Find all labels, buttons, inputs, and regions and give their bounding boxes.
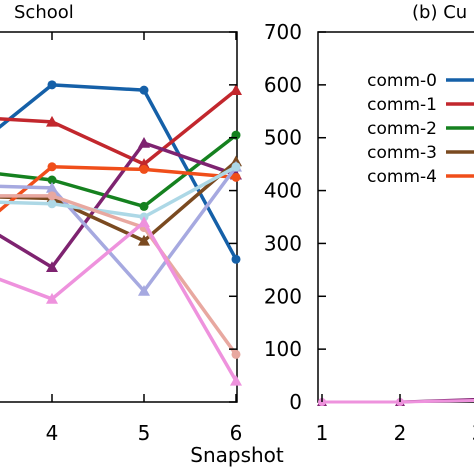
data-point [231, 162, 241, 172]
x-tick-label-cu: 2 [394, 421, 407, 445]
data-point [46, 115, 58, 127]
y-tick-label: 0 [289, 390, 302, 414]
data-point [138, 216, 150, 228]
series-line-3 [0, 141, 237, 269]
data-point [47, 191, 57, 201]
x-axis-label: Snapshot [190, 443, 284, 467]
series-line-9 [0, 220, 238, 382]
x-tick-label: 6 [230, 421, 243, 445]
y-tick-label: 100 [264, 337, 302, 361]
series-line-1 [0, 88, 238, 166]
panel-school: School 4 5 6 700 600 500 400 300 200 100 0 Snapsh… [0, 2, 326, 467]
series-group-cu [317, 397, 474, 406]
legend-label: comm-1 [367, 95, 437, 115]
x-tick-label-cu: 3 [472, 421, 474, 445]
data-point [138, 234, 150, 246]
data-point [139, 164, 149, 174]
legend-cu: comm-0 comm-1 comm-2 comm-3 comm-4 [367, 71, 474, 187]
panel-cu: (b) Cu 123 comm-0comm-1comm-2comm-3comm-… [316, 2, 474, 445]
y-tick-label: 500 [264, 126, 302, 150]
chart-title-cu: (b) Cu [412, 2, 467, 23]
data-point [47, 162, 57, 172]
series-line-0 [0, 83, 238, 261]
data-point [139, 201, 149, 211]
data-point [231, 172, 241, 182]
data-point [47, 175, 57, 185]
plot-frame-school [0, 31, 238, 403]
data-point [46, 292, 58, 304]
data-point [47, 199, 57, 209]
x-ticks-school: 4 5 6 [46, 32, 243, 445]
data-point [230, 84, 242, 95]
data-point [138, 137, 150, 148]
y-tick-label: 400 [264, 179, 302, 203]
x-ticks-cu: 1 2 3 [316, 394, 474, 445]
series-group-school [0, 80, 242, 386]
y-tick-label: 200 [264, 284, 302, 308]
series-line-2 [0, 133, 238, 209]
y-tick-label: 300 [264, 231, 302, 255]
series-line-cu-1 [322, 398, 474, 404]
x-tick-label: 4 [46, 421, 59, 445]
x-tick-label-cu: 1 [316, 421, 329, 445]
series-line-5 [0, 165, 237, 213]
series-line-6 [0, 165, 238, 293]
data-point [46, 181, 58, 193]
series-line-8 [0, 194, 238, 356]
data-point [47, 80, 57, 90]
x-tick-label: 5 [138, 421, 151, 445]
chart-title-school: School [14, 2, 74, 23]
data-point [46, 261, 58, 273]
legend-label: comm-0 [367, 71, 437, 91]
data-point [139, 85, 149, 95]
data-point [138, 285, 150, 296]
y-ticks-school: 700 600 500 400 300 200 100 0 [229, 20, 326, 414]
data-point [230, 374, 242, 386]
legend-label: comm-2 [367, 119, 437, 139]
legend-label: comm-3 [367, 143, 437, 163]
legend-label: comm-4 [367, 167, 437, 187]
y-tick-label: 600 [264, 73, 302, 97]
data-point [231, 254, 241, 264]
y-tick-label: 700 [264, 20, 302, 44]
data-point [231, 349, 241, 359]
